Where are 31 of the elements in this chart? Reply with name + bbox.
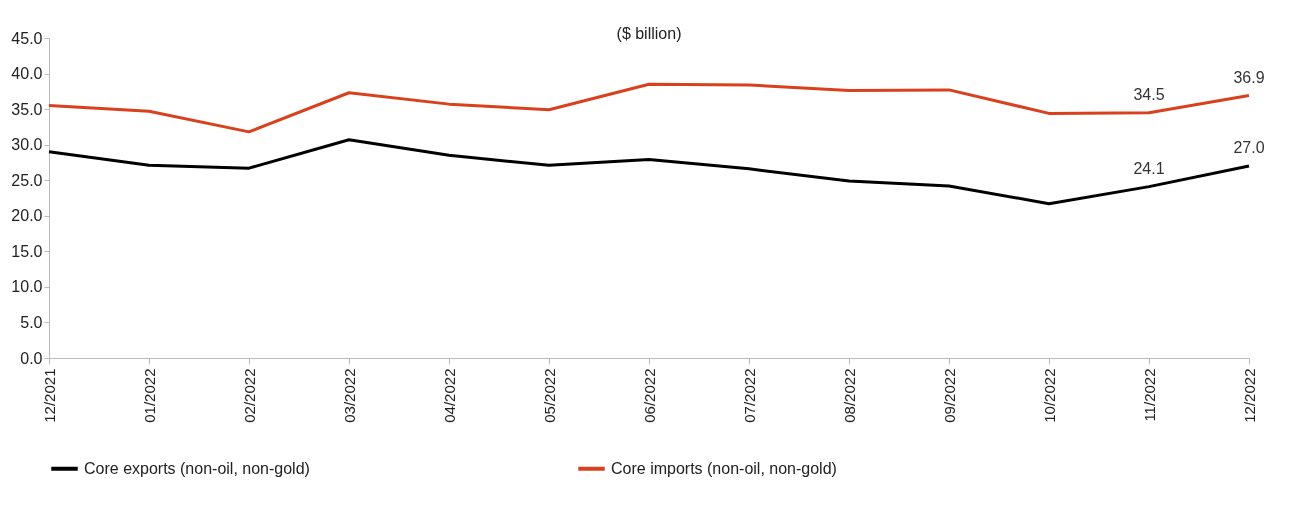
line-series xyxy=(47,82,1251,134)
legend-label: Core imports (non-oil, non-gold) xyxy=(611,459,837,477)
data-label: 36.9 xyxy=(1233,68,1265,86)
data-label: 34.5 xyxy=(1133,85,1165,103)
x-tick-label: 03/2022 xyxy=(340,368,358,423)
y-tick-label: 40.0 xyxy=(11,65,43,83)
x-tick-label: 12/2021 xyxy=(40,368,58,423)
x-tick-label: 10/2022 xyxy=(1040,368,1058,423)
chart-title: ($ billion) xyxy=(616,25,682,42)
x-tick-label: 02/2022 xyxy=(240,368,258,423)
data-label: 27.0 xyxy=(1233,139,1265,156)
x-tick-label: 11/2022 xyxy=(1140,368,1158,422)
y-tick-label: 5.0 xyxy=(20,313,43,331)
x-tick-label: 04/2022 xyxy=(440,368,458,423)
y-tick-label: 25.0 xyxy=(11,171,43,189)
y-tick-label: 0.0 xyxy=(20,349,43,367)
y-tick-label: 20.0 xyxy=(11,207,43,225)
data-label: 24.1 xyxy=(1133,159,1165,177)
x-tick-label: 12/2022 xyxy=(1240,368,1258,423)
x-tick-label: 05/2022 xyxy=(540,368,558,423)
x-tick-label: 08/2022 xyxy=(840,368,858,423)
legend-label: Core exports (non-oil, non-gold) xyxy=(84,459,310,477)
x-tick-label: 06/2022 xyxy=(640,368,658,423)
x-tick-label: 09/2022 xyxy=(940,368,958,423)
y-tick-label: 30.0 xyxy=(11,136,43,154)
x-tick-label: 01/2022 xyxy=(140,368,158,423)
y-tick-label: 35.0 xyxy=(11,100,43,118)
x-tick-label: 07/2022 xyxy=(740,368,758,423)
y-tick-label: 15.0 xyxy=(11,242,43,260)
y-tick-label: 45.0 xyxy=(11,29,43,47)
y-tick-label: 10.0 xyxy=(11,278,43,296)
